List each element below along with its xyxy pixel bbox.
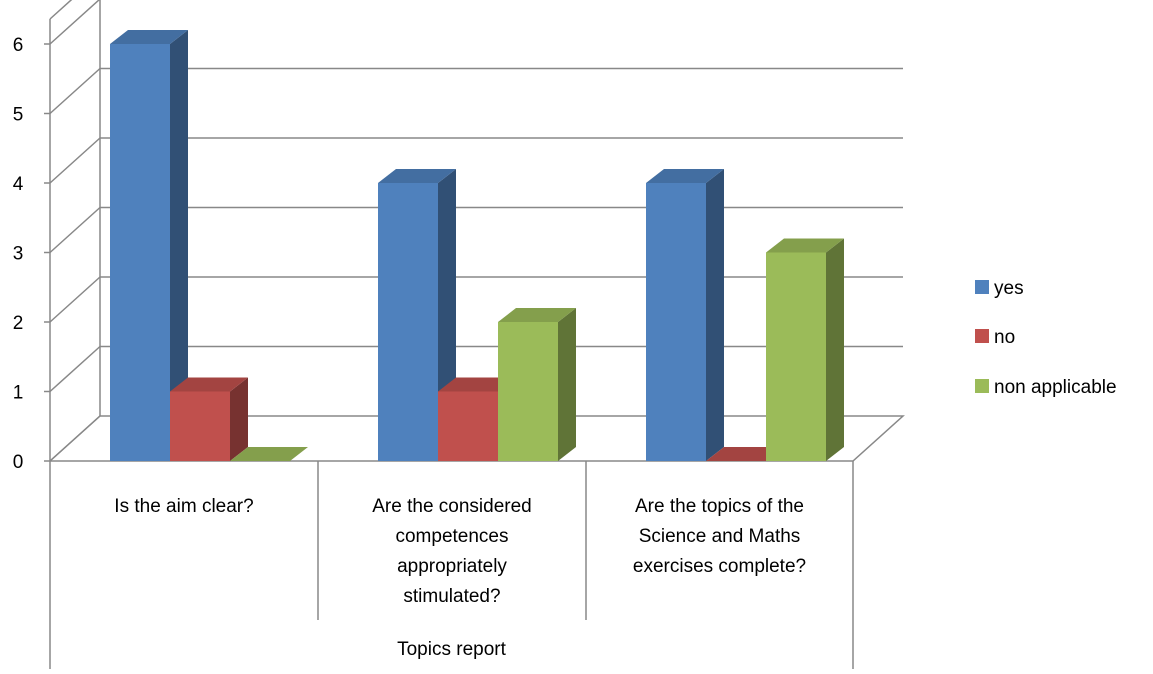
bar-side: [558, 308, 576, 461]
bar-non-applicable-3: [766, 238, 844, 461]
legend-label: yes: [994, 278, 1024, 299]
side-wall-top: [49, 0, 73, 20]
category-label: Are the considered competences appropriate…: [372, 496, 532, 607]
bar-front: [766, 252, 826, 461]
bar-non-applicable-1: [230, 447, 308, 461]
side-wall-gridline: [49, 0, 101, 45]
legend-swatch: [975, 379, 989, 393]
group-label: Topics report: [397, 639, 506, 660]
bar-side: [706, 169, 724, 461]
bar-front: [110, 44, 170, 461]
y-tick-label: 2: [13, 313, 24, 334]
side-wall-gridline: [49, 206, 101, 254]
legend-item: yes: [975, 278, 1024, 299]
y-tick-label: 3: [13, 244, 24, 265]
y-tick-label: 5: [13, 105, 24, 126]
legend-swatch: [975, 329, 989, 343]
bar-top: [706, 447, 784, 461]
bar-top: [766, 238, 844, 253]
bar-top: [498, 308, 576, 322]
y-tick-label: 6: [13, 35, 24, 56]
legend-swatch: [975, 280, 989, 294]
bar-top: [230, 447, 308, 461]
legend-item: non applicable: [975, 377, 1117, 398]
bar-no-3: [706, 447, 784, 461]
legend-label: non applicable: [994, 377, 1117, 398]
category-label: Are the topics of the Science and Maths ex…: [633, 496, 806, 577]
bar-front: [438, 391, 498, 461]
gridlines: [49, 0, 905, 462]
category-label-line: competences: [395, 526, 508, 547]
side-wall-gridline: [49, 67, 101, 115]
legend: yes no non applicable: [975, 278, 1117, 398]
side-wall-gridline: [49, 345, 101, 393]
bar-top: [170, 377, 248, 392]
bar-front: [646, 183, 706, 461]
bar-yes-1: [110, 30, 188, 461]
bar-non-applicable-2: [498, 308, 576, 461]
category-label-line: Science and Maths: [639, 526, 801, 547]
y-tick-label: 0: [13, 452, 24, 473]
bar-top: [378, 169, 456, 183]
bar-yes-3: [646, 169, 724, 461]
bar-front: [378, 183, 438, 461]
bar-front: [498, 322, 558, 461]
bar-no-1: [170, 377, 248, 461]
bar-top: [438, 377, 516, 392]
y-tick-label: 4: [13, 174, 24, 195]
category-label: Is the aim clear?: [114, 496, 253, 517]
side-wall-gridline: [49, 137, 101, 184]
bar-side: [230, 377, 248, 461]
category-label-line: Are the topics of the: [635, 496, 804, 517]
category-axis: Is the aim clear? Are the considered compe…: [49, 461, 854, 669]
legend-item: no: [975, 327, 1015, 348]
legend-label: no: [994, 327, 1015, 348]
category-label-line: Is the aim clear?: [114, 496, 253, 517]
bar-front: [170, 391, 230, 461]
y-axis: 0 1 2 3 4 5 6: [13, 35, 50, 473]
bars: [110, 30, 844, 461]
side-wall-gridline: [49, 276, 101, 323]
bar-side: [170, 30, 188, 461]
category-label-line: stimulated?: [403, 586, 500, 607]
bar-side: [826, 238, 844, 461]
category-label-line: appropriately: [397, 556, 507, 577]
category-label-line: exercises complete?: [633, 556, 806, 577]
bar-top: [646, 169, 724, 183]
y-tick-label: 1: [13, 383, 24, 404]
bar-top: [110, 30, 188, 44]
category-label-line: Are the considered: [372, 496, 532, 517]
